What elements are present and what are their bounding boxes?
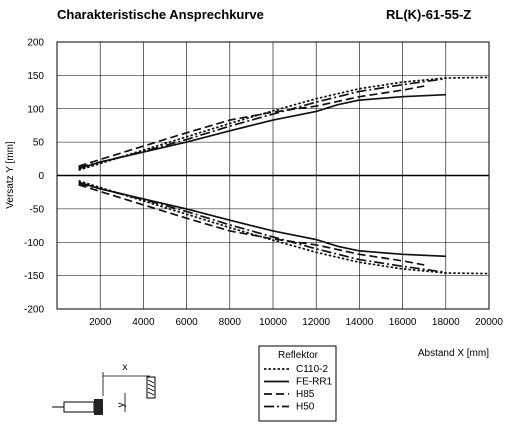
y-tick-label: 150 — [27, 71, 44, 82]
y-tick-label: 50 — [33, 138, 45, 149]
y-tick-label: -100 — [24, 238, 44, 249]
reflector — [146, 376, 156, 399]
x-tick-label: 6000 — [175, 317, 198, 328]
model-number: RL(K)-61-55-Z — [386, 7, 472, 22]
y-dim-label: y — [116, 403, 127, 408]
y-tick-label: -50 — [30, 204, 45, 215]
series-fe-rr1-upper — [78, 93, 446, 170]
reflector-hatch — [147, 379, 155, 396]
legend-title: Reflektor — [278, 350, 319, 361]
legend-label-fe-rr1: FE-RR1 — [296, 377, 333, 388]
sensor-head — [94, 399, 103, 415]
series-c110-2-upper — [78, 76, 490, 172]
x-tick-label: 18000 — [432, 317, 460, 328]
series-h85-lower — [78, 183, 425, 266]
y-axis-ticks: 200 150 100 50 0 -50 -100 -150 -200 — [24, 38, 44, 316]
x-tick-label: 12000 — [302, 317, 330, 328]
series-fe-rr1-lower — [78, 181, 446, 258]
sensor-diagram: x y — [52, 362, 156, 415]
x-tick-label: 8000 — [219, 317, 242, 328]
y-tick-label: 100 — [27, 104, 44, 115]
y-tick-label: -200 — [24, 305, 44, 316]
series-h50-upper — [78, 77, 446, 169]
x-tick-label: 14000 — [345, 317, 373, 328]
legend-box — [258, 345, 337, 422]
legend-label-c110-2: C110-2 — [296, 364, 328, 375]
y-tick-label: 0 — [38, 171, 44, 182]
y-tick-label: 200 — [27, 38, 44, 49]
x-tick-label: 16000 — [389, 317, 417, 328]
x-axis-ticks: 2000 4000 6000 8000 10000 12000 14000 16000 1800… — [89, 317, 503, 328]
x-tick-label: 20000 — [475, 317, 503, 328]
x-tick-label: 2000 — [89, 317, 112, 328]
chart-title: Charakteristische Ansprechkurve — [57, 7, 264, 22]
y-tick-label: -150 — [24, 271, 44, 282]
legend-label-h50: H50 — [296, 402, 315, 413]
series-c110-2-lower — [78, 179, 490, 275]
y-axis-label: Versatz Y [mm] — [5, 141, 16, 209]
series-layer — [78, 76, 490, 275]
series-h85-upper — [78, 85, 425, 168]
x-tick-label: 4000 — [132, 317, 155, 328]
legend-label-h85: H85 — [296, 389, 315, 400]
x-tick-label: 10000 — [259, 317, 287, 328]
x-dim-label: x — [123, 362, 128, 373]
series-h50-lower — [78, 182, 446, 274]
sensor-body — [63, 401, 95, 413]
x-axis-label: Abstand X [mm] — [418, 348, 489, 359]
